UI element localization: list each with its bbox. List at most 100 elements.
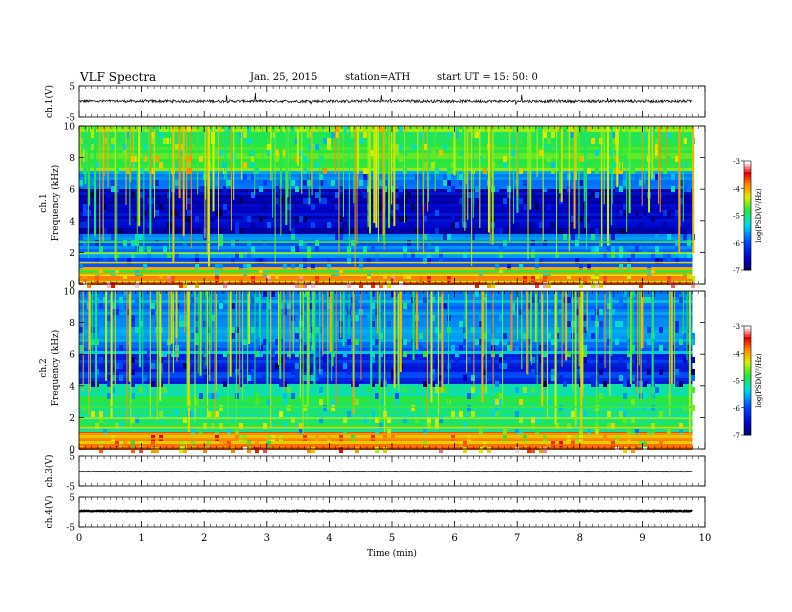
spectrogram-cell — [163, 174, 167, 180]
sferic-streak — [285, 126, 288, 225]
spectrogram-cell — [531, 276, 535, 282]
spectrogram-cell — [623, 447, 627, 453]
spectrogram-cell — [299, 240, 303, 246]
sferic-streak — [292, 291, 294, 352]
spectrogram-cell — [403, 417, 407, 423]
spectrogram-cell — [83, 276, 87, 282]
sferic-streak — [580, 291, 583, 428]
sferic-streak — [565, 291, 568, 361]
spectrogram-cell — [375, 309, 379, 315]
colorbar-segment — [744, 163, 751, 167]
spectrogram-cell — [535, 258, 539, 264]
sferic-streak — [300, 291, 302, 397]
spectrogram-band — [79, 408, 693, 411]
spectrogram-cell — [515, 345, 519, 351]
spectrogram-cell — [275, 339, 279, 345]
spectrogram-cell — [543, 144, 547, 150]
spectrogram-cell — [675, 228, 679, 234]
spectrogram-cell — [663, 222, 667, 228]
spectrogram-cell — [231, 447, 235, 453]
spectrogram-cell — [339, 186, 343, 192]
spectrogram-cell — [675, 369, 679, 375]
spectrogram-cell — [451, 222, 455, 228]
spectrogram-cell — [467, 357, 471, 363]
sferic-streak — [170, 291, 173, 344]
sferic-streak — [637, 291, 639, 395]
spectrogram-cell — [439, 150, 443, 156]
spectrogram-cell — [595, 246, 599, 252]
x-tick-label: 4 — [326, 533, 332, 544]
spectrogram-cell — [595, 228, 599, 234]
spectrogram-cell — [219, 297, 223, 303]
spectrogram-cell — [227, 441, 231, 447]
spectrogram-cell — [251, 327, 255, 333]
sferic-streak — [568, 126, 570, 252]
spectrogram-cell — [423, 234, 427, 240]
spectrogram-cell — [443, 174, 447, 180]
spectrogram-cell — [391, 156, 395, 162]
spectrogram-cell — [523, 333, 527, 339]
spectrogram-cell — [107, 282, 111, 288]
spectrogram-cell — [107, 393, 111, 399]
spectrogram-cell — [231, 423, 235, 429]
spectrogram-cell — [659, 327, 663, 333]
sferic-streak — [182, 126, 185, 237]
y-tick-label: 8 — [69, 154, 75, 164]
narrowband-line — [79, 241, 693, 243]
sferic-streak — [464, 291, 466, 339]
spectrogram-cell — [663, 405, 667, 411]
sferic-streak — [299, 291, 301, 399]
spectrogram-cell — [475, 339, 479, 345]
spectrogram-cell — [319, 369, 323, 375]
spectrogram-cell — [511, 192, 515, 198]
spectrogram-cell — [667, 258, 671, 264]
spectrogram-cell — [327, 138, 331, 144]
spectrogram-cell — [659, 369, 663, 375]
spectrogram-cell — [479, 315, 483, 321]
spectrogram-cell — [159, 162, 163, 168]
spectrogram-cell — [183, 447, 187, 453]
spectrogram-cell — [523, 180, 527, 186]
spectrogram-cell — [159, 180, 163, 186]
spectrogram-cell — [183, 240, 187, 246]
spectrogram-cell — [311, 387, 315, 393]
spectrogram-cell — [495, 228, 499, 234]
spectrogram-cell — [363, 132, 367, 138]
spectrogram-cell — [355, 252, 359, 258]
spectrogram-cell — [99, 447, 103, 453]
spectrogram-cell — [423, 297, 427, 303]
spectrogram-cell — [111, 387, 115, 393]
spectrogram-cell — [91, 411, 95, 417]
spectrogram-cell — [583, 309, 587, 315]
spectrogram-cell — [611, 405, 615, 411]
spectrogram-cell — [155, 180, 159, 186]
spectrogram-cell — [315, 144, 319, 150]
spectrogram-cell — [427, 240, 431, 246]
spectrogram-cell — [303, 198, 307, 204]
spectrogram-cell — [427, 258, 431, 264]
spectrogram-cell — [119, 363, 123, 369]
sferic-streak — [224, 126, 226, 180]
spectrogram-cell — [247, 375, 251, 381]
spectrogram-cell — [531, 387, 535, 393]
spectrogram-cell — [367, 387, 371, 393]
spectrogram-cell — [223, 351, 227, 357]
spectrogram-band — [79, 207, 693, 210]
spectrogram-cell — [147, 222, 151, 228]
spectrogram-cell — [639, 282, 643, 288]
y-tick-label: 6 — [69, 186, 75, 196]
spectrogram-cell — [639, 441, 643, 447]
spectrogram-cell — [287, 303, 291, 309]
spectrogram-cell — [431, 204, 435, 210]
spectrogram-cell — [103, 297, 107, 303]
sferic-streak — [352, 291, 354, 380]
spectrogram-cell — [471, 234, 475, 240]
spectrogram-cell — [583, 351, 587, 357]
spectrogram-cell — [239, 381, 243, 387]
spectrogram-cell — [359, 126, 363, 132]
spectrogram-cell — [463, 423, 467, 429]
spectrogram-cell — [367, 174, 371, 180]
spectrogram-cell — [547, 144, 551, 150]
spectrogram-cell — [147, 252, 151, 258]
spectrogram-cell — [159, 204, 163, 210]
